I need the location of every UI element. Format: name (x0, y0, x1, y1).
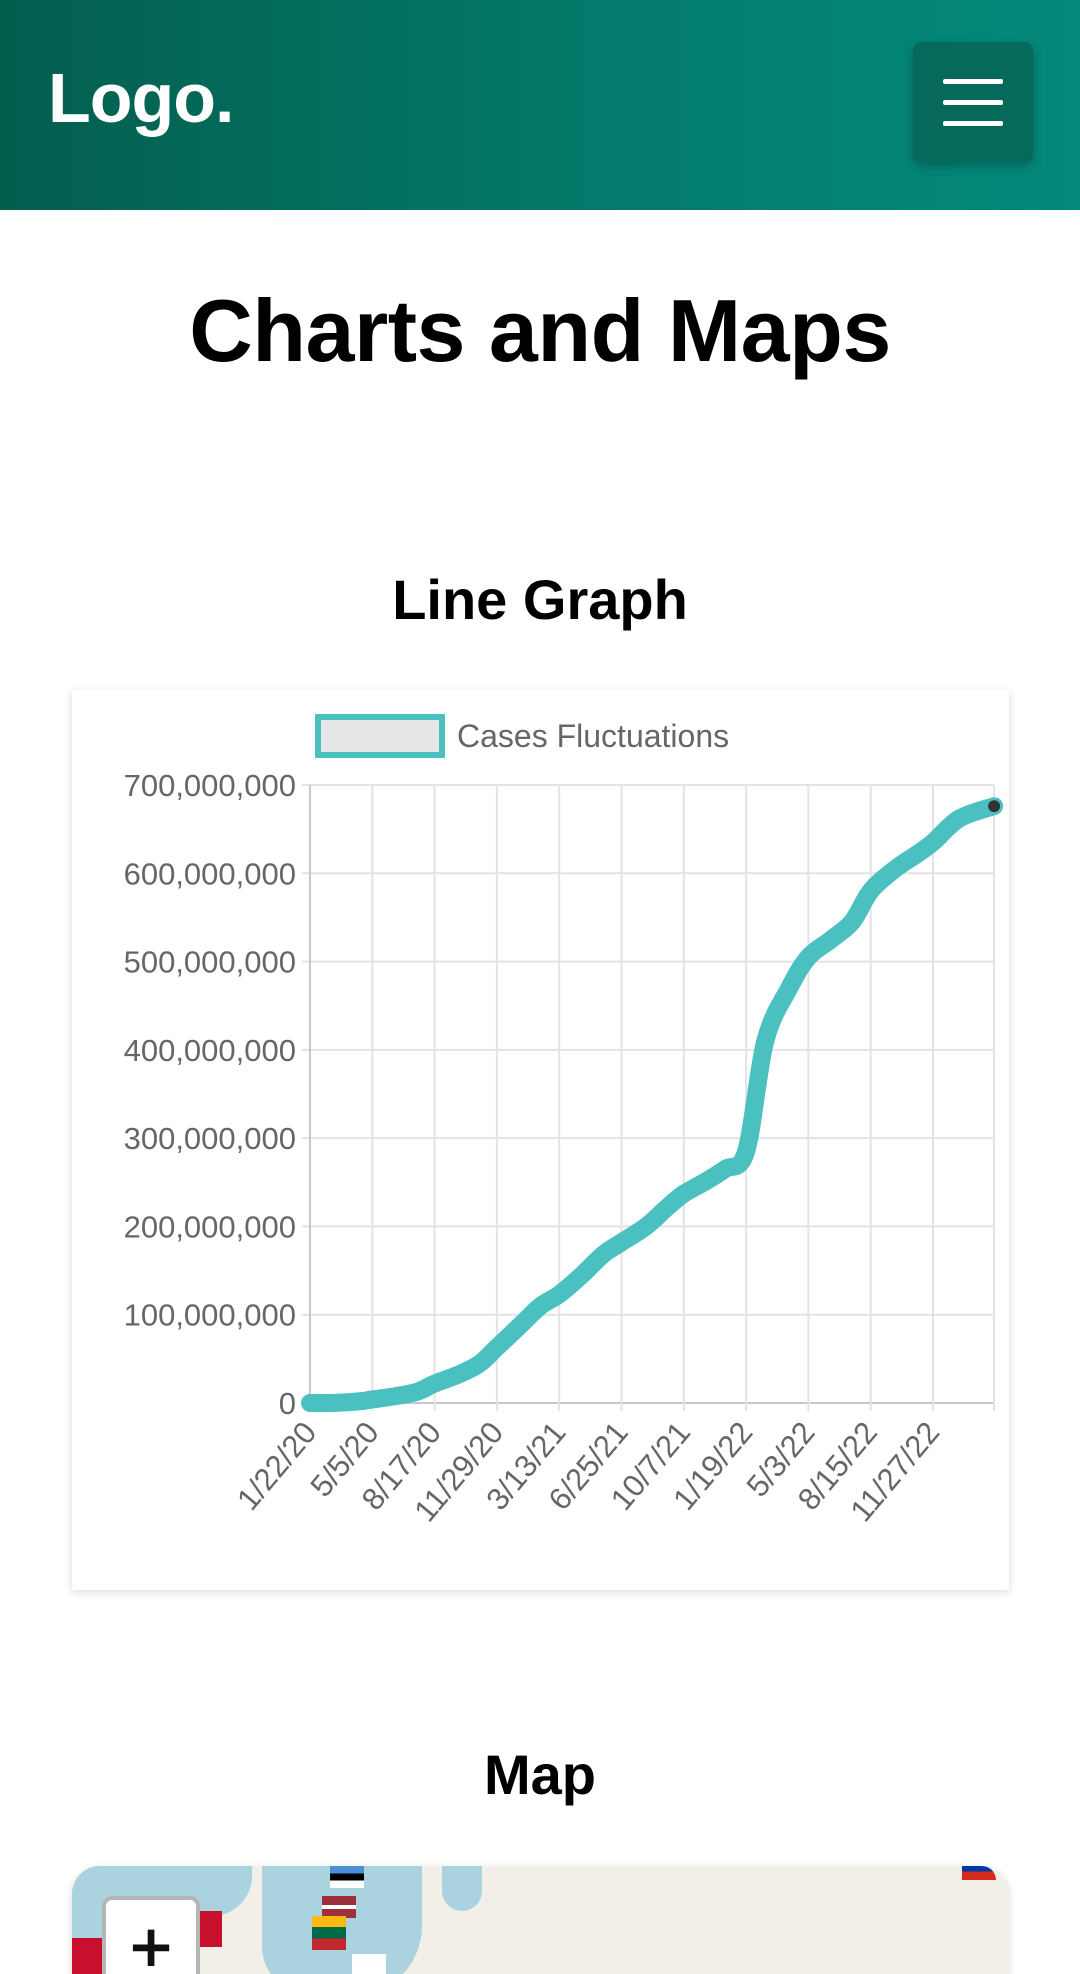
legend-label: Cases Fluctuations (457, 718, 729, 754)
page-title: Charts and Maps (189, 281, 891, 380)
uk-flag-icon (72, 1938, 102, 1974)
y-tick-label: 500,000,000 (124, 945, 296, 980)
hamburger-menu-button[interactable] (913, 42, 1033, 162)
line-chart[interactable]: 0 100,000,000 200,000,000 300,000,000 400,00… (72, 690, 1009, 1590)
y-tick-label: 0 (279, 1386, 296, 1421)
y-tick-label: 100,000,000 (124, 1298, 296, 1333)
y-tick-label: 700,000,000 (124, 768, 296, 803)
map-title: Map (484, 1743, 596, 1806)
y-tick-label: 400,000,000 (124, 1033, 296, 1068)
poland-flag-icon (352, 1954, 386, 1974)
line-graph-title: Line Graph (392, 568, 688, 631)
latvia-flag-icon (322, 1896, 356, 1918)
estonia-flag-icon (330, 1866, 364, 1888)
y-tick-label: 200,000,000 (124, 1209, 296, 1244)
data-point (988, 800, 1001, 813)
series-line (301, 797, 1004, 1413)
lithuania-flag-icon (312, 1916, 346, 1950)
y-tick-label: 300,000,000 (124, 1121, 296, 1156)
logo[interactable]: Logo. (48, 59, 234, 137)
legend-swatch (315, 714, 445, 758)
russia-flag-icon (962, 1866, 996, 1880)
map-gulf (442, 1866, 482, 1911)
site-header: Logo. (0, 0, 1080, 210)
x-tick-label: 1/22/20 (230, 1415, 323, 1517)
line-chart-card: 0 100,000,000 200,000,000 300,000,000 400,00… (72, 690, 1009, 1590)
zoom-in-button[interactable]: + (102, 1896, 200, 1974)
map[interactable]: + (72, 1866, 1009, 1974)
y-tick-label: 600,000,000 (124, 856, 296, 891)
map-sea (192, 1866, 252, 1916)
